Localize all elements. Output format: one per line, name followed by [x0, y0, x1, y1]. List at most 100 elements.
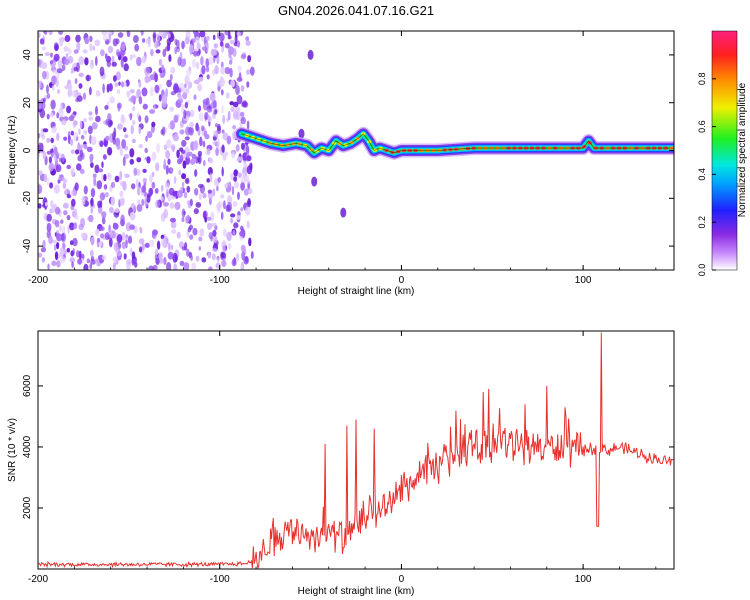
noise-blob: [46, 222, 52, 233]
noise-blob: [212, 229, 217, 237]
noise-blob: [160, 184, 164, 192]
noise-blob: [237, 191, 240, 200]
noise-blob: [105, 135, 110, 141]
noise-blob: [129, 112, 133, 121]
noise-blob: [115, 71, 121, 81]
noise-blob: [69, 257, 75, 263]
noise-blob: [202, 140, 206, 148]
noise-blob: [195, 202, 202, 208]
noise-blob: [83, 144, 88, 150]
noise-blob: [173, 115, 179, 123]
noise-blob: [144, 147, 148, 154]
noise-blob: [149, 187, 154, 196]
noise-blob: [166, 262, 172, 270]
noise-blob: [200, 56, 204, 66]
noise-blob: [39, 108, 46, 119]
noise-blob: [38, 184, 43, 194]
noise-blob: [38, 252, 43, 258]
noise-blob: [137, 186, 141, 196]
noise-blob: [98, 240, 103, 247]
noise-region: [38, 31, 255, 270]
colorbar-tick-label: 0.4: [697, 168, 707, 181]
noise-blob: [245, 206, 251, 216]
noise-blob: [144, 75, 150, 84]
noise-blob: [66, 214, 71, 221]
noise-blob: [171, 229, 177, 234]
noise-blob: [131, 138, 136, 144]
noise-blob: [167, 242, 171, 250]
noise-blob: [121, 81, 124, 88]
noise-blob: [55, 78, 59, 87]
noise-blob: [90, 256, 95, 262]
noise-blob: [94, 258, 99, 263]
noise-blob: [51, 126, 57, 133]
noise-blob: [177, 158, 182, 165]
noise-blob: [189, 234, 194, 240]
noise-blob: [56, 132, 60, 142]
noise-blob: [199, 228, 205, 237]
noise-blob: [70, 149, 75, 154]
noise-blob: [68, 83, 73, 91]
noise-blob: [66, 105, 72, 114]
noise-blob: [103, 184, 108, 190]
noise-blob: [152, 33, 156, 43]
noise-blob: [223, 200, 226, 210]
noise-blob: [126, 90, 131, 98]
noise-blob: [240, 244, 246, 252]
noise-blob: [118, 81, 121, 86]
noise-blob: [71, 189, 77, 197]
noise-blob: [121, 232, 126, 241]
noise-blob: [112, 223, 119, 230]
spectrogram-y-tick-label: 0: [22, 147, 33, 153]
noise-blob: [141, 56, 147, 64]
noise-blob: [198, 105, 201, 112]
noise-blob: [101, 211, 107, 219]
noise-blob: [48, 31, 53, 36]
spectrogram-y-tick-label: 40: [22, 49, 33, 61]
noise-blob: [83, 92, 86, 100]
noise-blob: [154, 84, 160, 94]
noise-blob: [197, 183, 204, 189]
noise-blob: [83, 185, 88, 195]
noise-blob: [163, 257, 167, 265]
noise-blob: [182, 92, 188, 100]
noise-blob: [248, 237, 252, 247]
colorbar-tick-label: 0.0: [697, 264, 707, 277]
noise-blob: [232, 125, 237, 130]
noise-blob: [122, 56, 128, 63]
noise-blob: [231, 185, 235, 196]
noise-blob: [206, 35, 210, 41]
noise-blob: [184, 136, 190, 141]
noise-blob: [42, 150, 47, 160]
noise-blob: [48, 235, 53, 244]
noise-blob: [172, 133, 179, 142]
noise-blob: [101, 161, 104, 169]
noise-blob: [54, 206, 61, 215]
noise-blob: [217, 138, 220, 149]
noise-blob: [121, 241, 127, 250]
noise-blob: [138, 238, 145, 245]
noise-blob: [184, 101, 189, 109]
noise-blob: [212, 188, 216, 197]
noise-blob: [220, 194, 225, 199]
noise-blob: [165, 182, 170, 192]
noise-blob: [100, 49, 105, 57]
colorbar-ticks: 0.0 0.2 0.4 0.6 0.8: [697, 73, 716, 277]
noise-blob: [232, 48, 237, 57]
noise-blob: [51, 260, 57, 267]
noise-blob: [207, 115, 211, 123]
noise-blob: [209, 172, 213, 183]
noise-blob: [89, 35, 93, 42]
noise-blob: [71, 198, 76, 207]
noise-blob: [101, 31, 108, 35]
noise-blob: [121, 139, 126, 149]
noise-blob: [149, 174, 153, 183]
noise-blob: [184, 83, 187, 89]
noise-blob: [226, 135, 232, 145]
noise-blob: [201, 46, 208, 51]
noise-blob: [131, 183, 136, 190]
noise-blob: [170, 144, 176, 151]
colorbar-tick-label: 0.2: [697, 216, 707, 229]
noise-blob: [131, 251, 136, 260]
noise-blob: [38, 32, 41, 38]
